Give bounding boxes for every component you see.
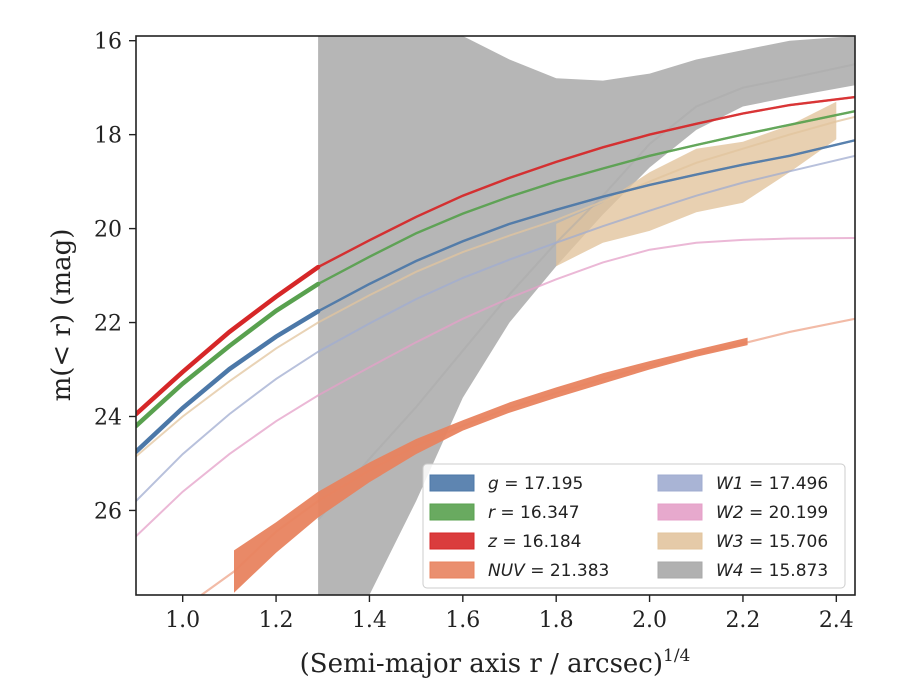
w3-band <box>556 101 837 267</box>
y-tick-label: 20 <box>94 218 122 243</box>
legend-swatch <box>429 561 475 579</box>
y-tick-label: 16 <box>94 30 122 55</box>
legend-band-value: = 15.706 <box>744 532 829 552</box>
uncertainty-bands <box>318 36 855 595</box>
line-w4 <box>317 63 855 521</box>
legend-swatch <box>657 474 703 492</box>
legend-band-name: W3 <box>716 532 744 552</box>
series-lines <box>136 63 855 595</box>
legend-entry-g: g = 17.195 <box>429 474 583 494</box>
legend-entry-w1: W1 = 17.496 <box>657 474 828 494</box>
legend-band-value: = 15.873 <box>744 561 829 581</box>
y-tick-label: 26 <box>94 499 122 524</box>
y-axis-label: m(< r) (mag) <box>47 229 77 402</box>
x-axis-ticks: 1.0 1.2 1.4 1.6 1.8 2.0 2.2 2.4 <box>165 595 854 633</box>
legend-band-value: = 16.347 <box>495 503 580 523</box>
x-tick-label: 1.4 <box>352 608 387 633</box>
legend-swatch <box>429 474 475 492</box>
legend-label: z = 16.184 <box>487 532 581 552</box>
x-tick-label: 1.6 <box>445 608 480 633</box>
legend-entry-w4: W4 = 15.873 <box>657 561 828 581</box>
w4-band <box>318 36 855 595</box>
line-z-extended <box>317 95 855 269</box>
legend-swatch <box>657 561 703 579</box>
legend-band-value: = 20.199 <box>744 503 829 523</box>
line-g-extended <box>317 139 855 313</box>
y-tick-label: 24 <box>94 405 122 430</box>
line-w2 <box>136 237 855 538</box>
legend-label: W4 = 15.873 <box>716 561 828 581</box>
legend-entry-z: z = 16.184 <box>429 532 581 552</box>
x-axis-label-sup: 1/4 <box>663 646 690 666</box>
plot-frame <box>135 35 856 596</box>
x-tick-label: 2.2 <box>725 608 760 633</box>
legend-band-name: z <box>487 532 498 552</box>
legend-label: W3 = 15.706 <box>716 532 828 552</box>
legend-band-name: W2 <box>716 503 744 523</box>
legend-label: W1 = 17.496 <box>716 474 828 494</box>
legend-swatch <box>429 532 475 550</box>
x-tick-label: 1.2 <box>259 608 294 633</box>
legend-band-name: W1 <box>716 474 744 494</box>
legend-band-value: = 16.184 <box>497 532 582 552</box>
line-r-measured <box>136 281 321 429</box>
legend-entry-r: r = 16.347 <box>429 503 580 523</box>
legend-label: W2 = 20.199 <box>716 503 828 523</box>
legend-band-value: = 17.496 <box>744 474 829 494</box>
legend-entry-w2: W2 = 20.199 <box>657 503 828 523</box>
legend-swatch <box>657 503 703 521</box>
line-r-extended <box>317 110 855 286</box>
y-tick-label: 18 <box>94 124 122 149</box>
legend-label: r = 16.347 <box>488 503 580 523</box>
y-axis-ticks: 16 18 20 22 24 26 <box>94 30 136 524</box>
legend-band-name: W4 <box>716 561 744 581</box>
x-axis-label-main: (Semi-major axis r / arcsec) <box>300 649 663 679</box>
legend-entry-w3: W3 = 15.706 <box>657 532 828 552</box>
legend-frame <box>422 463 846 589</box>
x-tick-label: 2.4 <box>819 608 854 633</box>
legend-band-value: = 21.383 <box>525 561 610 581</box>
line-g-measured <box>136 309 321 454</box>
line-w3 <box>136 115 855 458</box>
legend-swatch <box>657 532 703 550</box>
legend-band-value: = 17.195 <box>499 474 584 494</box>
x-tick-label: 1.0 <box>165 608 200 633</box>
x-tick-label: 2.0 <box>632 608 667 633</box>
legend-label: g = 17.195 <box>488 474 583 494</box>
x-axis-label: (Semi-major axis r / arcsec)1/4 <box>300 646 691 679</box>
legend-label: NUV = 21.383 <box>488 561 609 581</box>
legend-band-name: r <box>488 503 496 523</box>
line-z-measured <box>136 264 321 417</box>
line-w1 <box>136 154 855 502</box>
legend-band-name: NUV <box>488 561 526 581</box>
x-tick-label: 1.8 <box>539 608 574 633</box>
y-tick-label: 22 <box>94 312 122 337</box>
legend-band-name: g <box>488 474 499 494</box>
legend-swatch <box>429 503 475 521</box>
legend-entry-nuv: NUV = 21.383 <box>429 561 609 581</box>
